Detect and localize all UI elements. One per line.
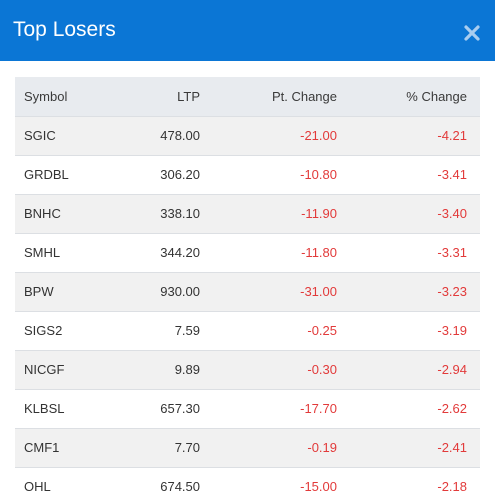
symbol-cell: CMF1 <box>24 440 60 455</box>
pt-change-cell: -0.19 <box>307 440 337 455</box>
pct-change-cell: -2.62 <box>437 401 467 416</box>
pt-change-cell: -0.25 <box>307 323 337 338</box>
pct-change-cell: -3.23 <box>437 284 467 299</box>
table-row[interactable]: SGIC 478.00 -21.00 -4.21 <box>15 116 480 155</box>
table-row[interactable]: OHL 674.50 -15.00 -2.18 <box>15 467 480 503</box>
symbol-cell: OHL <box>24 479 51 495</box>
pt-change-cell: -11.80 <box>301 245 337 260</box>
pct-change-cell: -2.94 <box>437 362 467 377</box>
symbol-cell: SIGS2 <box>24 323 63 338</box>
symbol-cell: GRDBL <box>24 167 69 182</box>
table-row[interactable]: BNHC 338.10 -11.90 -3.40 <box>15 194 480 233</box>
pt-change-cell: -11.90 <box>301 206 337 221</box>
ltp-cell: 674.50 <box>160 479 200 495</box>
pt-change-cell: -31.00 <box>300 284 337 299</box>
ltp-cell: 7.70 <box>174 440 200 455</box>
pt-change-cell: -0.30 <box>307 362 337 377</box>
pct-change-cell: -2.41 <box>437 440 467 455</box>
table-body: SGIC 478.00 -21.00 -4.21 GRDBL 306.20 -10.80 -3… <box>15 116 480 503</box>
pct-change-cell: -3.41 <box>437 167 467 182</box>
ltp-cell: 344.20 <box>160 245 200 260</box>
ltp-cell: 657.30 <box>160 401 200 416</box>
pt-change-cell: -10.80 <box>300 167 337 182</box>
column-header-pct-change[interactable]: % Change <box>406 88 467 104</box>
close-icon <box>464 25 480 41</box>
table-row[interactable]: NICGF 9.89 -0.30 -2.94 <box>15 350 480 389</box>
pct-change-cell: -3.40 <box>437 206 467 221</box>
pct-change-cell: -3.19 <box>437 323 467 338</box>
pct-change-cell: -2.18 <box>437 479 467 495</box>
column-header-pt-change[interactable]: Pt. Change <box>271 88 337 104</box>
symbol-cell: BNHC <box>24 206 61 221</box>
ltp-cell: 7.59 <box>174 323 200 338</box>
symbol-cell: BPW <box>24 284 54 299</box>
symbol-cell: NICGF <box>24 362 65 377</box>
pct-change-cell: -3.31 <box>437 245 467 260</box>
close-button[interactable] <box>458 19 484 45</box>
modal-header: Top Losers <box>0 0 495 61</box>
column-header-symbol[interactable]: Symbol <box>24 88 68 104</box>
symbol-cell: SMHL <box>24 245 61 260</box>
pt-change-cell: -17.70 <box>300 401 337 416</box>
ltp-cell: 478.00 <box>160 128 200 143</box>
ltp-cell: 306.20 <box>160 167 200 182</box>
ltp-cell: 9.89 <box>174 362 200 377</box>
pt-change-cell: -21.00 <box>300 128 337 143</box>
top-losers-table: Symbol LTP Pt. Change % Change SGIC 478.0… <box>15 77 480 503</box>
table-row[interactable]: SIGS2 7.59 -0.25 -3.19 <box>15 311 480 350</box>
modal-title: Top Losers <box>13 18 116 41</box>
pct-change-cell: -4.21 <box>437 128 467 143</box>
table-row[interactable]: GRDBL 306.20 -10.80 -3.41 <box>15 155 480 194</box>
table-header-row: Symbol LTP Pt. Change % Change <box>15 77 480 116</box>
symbol-cell: KLBSL <box>24 401 65 416</box>
table-row[interactable]: CMF1 7.70 -0.19 -2.41 <box>15 428 480 467</box>
table-row[interactable]: BPW 930.00 -31.00 -3.23 <box>15 272 480 311</box>
ltp-cell: 338.10 <box>160 206 200 221</box>
symbol-cell: SGIC <box>24 128 56 143</box>
table-row[interactable]: KLBSL 657.30 -17.70 -2.62 <box>15 389 480 428</box>
pt-change-cell: -15.00 <box>300 479 337 495</box>
ltp-cell: 930.00 <box>160 284 200 299</box>
table-row[interactable]: SMHL 344.20 -11.80 -3.31 <box>15 233 480 272</box>
column-header-ltp[interactable]: LTP <box>177 88 200 104</box>
